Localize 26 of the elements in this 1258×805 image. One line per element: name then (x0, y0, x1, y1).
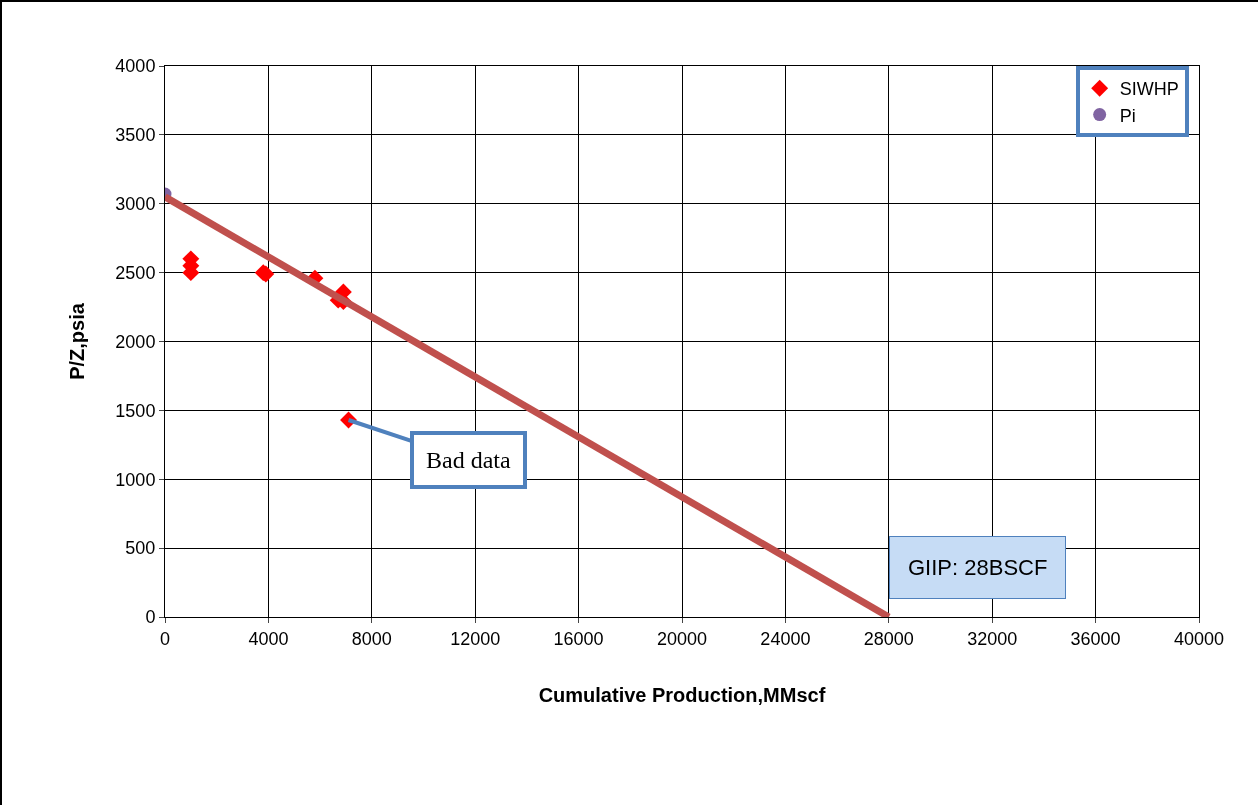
legend-label: SIWHP (1119, 79, 1179, 100)
y-tick-label: 3000 (115, 194, 156, 215)
legend-label: Pi (1119, 105, 1136, 126)
x-tick-label: 0 (159, 628, 171, 649)
y-tick-label: 500 (125, 538, 156, 559)
x-tick-label: 28000 (863, 628, 914, 649)
x-tick-label: 24000 (760, 628, 811, 649)
x-tick-label: 8000 (351, 628, 392, 649)
x-axis-title: Cumulative Production,MMscf (538, 684, 826, 707)
x-tick-label: 4000 (248, 628, 289, 649)
x-tick-label: 32000 (967, 628, 1018, 649)
annotation: GIIP: 28BSCF (908, 555, 1048, 580)
y-axis-title: P/Z,psia (65, 302, 88, 380)
y-tick-label: 1000 (115, 469, 156, 490)
y-tick-label: 1500 (115, 400, 156, 421)
annotation: Bad data (426, 447, 511, 473)
y-tick-label: 3500 (115, 125, 156, 146)
y-tick-label: 2000 (115, 331, 156, 352)
x-tick-label: 40000 (1173, 628, 1225, 649)
y-tick-label: 0 (145, 607, 156, 628)
x-tick-label: 12000 (450, 628, 501, 649)
x-tick-label: 20000 (656, 628, 708, 649)
y-tick-label: 4000 (115, 56, 156, 77)
y-tick-label: 2500 (115, 262, 156, 283)
x-tick-label: 36000 (1070, 628, 1121, 649)
x-tick-label: 16000 (553, 628, 604, 649)
